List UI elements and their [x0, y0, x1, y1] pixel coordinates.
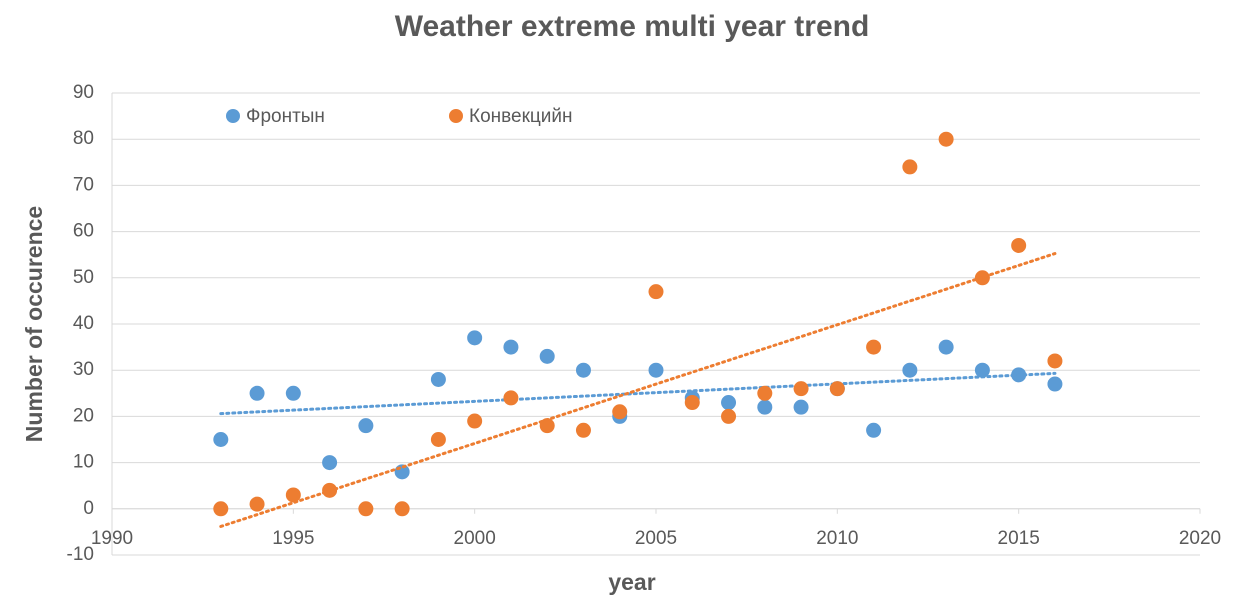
y-tick-label: 0 [83, 498, 94, 519]
y-tick-label: -10 [67, 544, 94, 565]
data-point [684, 395, 700, 411]
data-point [648, 284, 664, 300]
chart-title: Weather extreme multi year trend [395, 10, 870, 43]
data-point [394, 501, 410, 517]
y-tick-label: 60 [73, 221, 94, 242]
data-point [575, 422, 591, 438]
data-point [793, 399, 809, 415]
data-point [793, 381, 809, 397]
data-point [902, 159, 918, 175]
trendline [219, 252, 1057, 528]
data-point [285, 487, 301, 503]
y-axis-label: Number of occurence [21, 206, 47, 442]
data-point [358, 501, 374, 517]
data-point [1011, 237, 1027, 253]
data-point [938, 339, 954, 355]
y-tick-label: 30 [73, 359, 94, 380]
y-tick-label: 80 [73, 128, 94, 149]
data-point [539, 348, 555, 364]
data-point [721, 408, 737, 424]
data-point [467, 413, 483, 429]
y-tick-label: 90 [73, 82, 94, 103]
legend-marker [449, 109, 463, 123]
x-tick-label: 1990 [91, 528, 133, 549]
y-tick-label: 40 [73, 313, 94, 334]
data-point [285, 385, 301, 401]
data-point [612, 404, 628, 420]
data-point [648, 362, 664, 378]
data-point [757, 385, 773, 401]
data-point [430, 371, 446, 387]
x-tick-label: 2010 [816, 528, 858, 549]
data-point [866, 339, 882, 355]
data-point [503, 390, 519, 406]
data-point [829, 381, 845, 397]
legend-label: Конвекцийн [469, 106, 573, 127]
y-tick-label: 50 [73, 267, 94, 288]
x-axis-label: year [608, 569, 655, 595]
y-tick-label: 10 [73, 452, 94, 473]
data-point [902, 362, 918, 378]
x-tick-label: 2005 [635, 528, 677, 549]
x-tick-label: 1995 [272, 528, 314, 549]
x-tick-label: 2000 [454, 528, 496, 549]
data-point [866, 422, 882, 438]
data-point [358, 418, 374, 434]
data-point [249, 385, 265, 401]
x-tick-label: 2020 [1179, 528, 1221, 549]
data-point [721, 395, 737, 411]
data-point [1047, 353, 1063, 369]
y-tick-label: 20 [73, 405, 94, 426]
data-point [974, 362, 990, 378]
data-point [322, 455, 338, 471]
legend-label: Фронтын [246, 106, 325, 127]
legend-marker [226, 109, 240, 123]
data-point [213, 432, 229, 447]
data-point [213, 501, 229, 517]
data-point [1047, 376, 1063, 392]
data-point [467, 330, 483, 346]
y-tick-label: 70 [73, 174, 94, 195]
data-point [503, 339, 519, 355]
data-point [938, 131, 954, 147]
trendline [219, 371, 1057, 416]
x-tick-label: 2015 [998, 528, 1040, 549]
data-point [757, 399, 773, 415]
data-point [430, 432, 446, 447]
data-point [249, 496, 265, 512]
data-point [575, 362, 591, 378]
